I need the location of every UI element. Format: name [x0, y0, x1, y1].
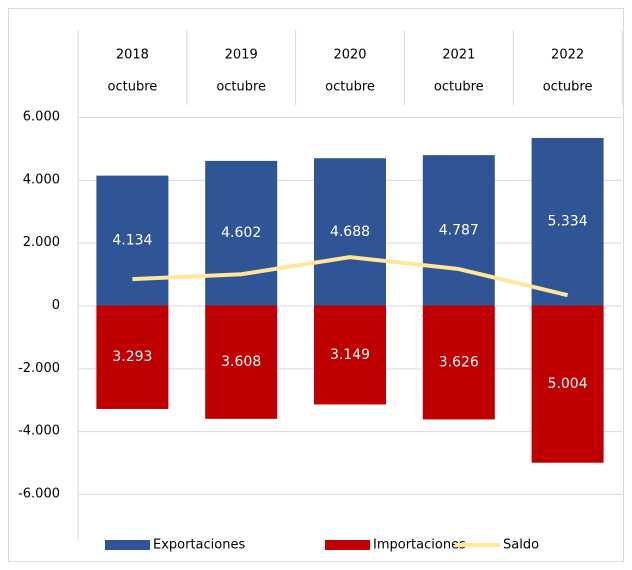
bar	[531, 137, 604, 306]
y-tick-label: -4.000	[18, 424, 60, 439]
y-tick-label: -6.000	[18, 487, 60, 502]
bar	[96, 175, 169, 306]
y-tick-label: 0	[52, 298, 60, 313]
legend-swatch	[105, 540, 150, 550]
bar	[205, 160, 278, 306]
value-label: 3.149	[330, 347, 370, 363]
x-tick-sublabel: octubre	[325, 80, 375, 95]
legend-label: Exportaciones	[153, 538, 245, 553]
x-tick-sublabel: octubre	[216, 80, 266, 95]
bar	[531, 305, 604, 463]
bar	[205, 305, 278, 419]
frame	[8, 8, 624, 562]
y-tick-label: 6.000	[23, 110, 60, 125]
value-label: 4.787	[439, 222, 479, 238]
x-tick-label: 2020	[333, 48, 366, 63]
value-label: 4.688	[330, 224, 370, 240]
value-label: 4.602	[221, 225, 261, 241]
y-tick-label: 2.000	[23, 235, 60, 250]
bar	[422, 305, 495, 420]
value-label: 3.608	[221, 354, 261, 370]
x-tick-sublabel: octubre	[108, 80, 158, 95]
x-tick-label: 2022	[551, 48, 584, 63]
x-tick-label: 2021	[442, 48, 475, 63]
line	[132, 255, 569, 298]
value-label: 4.134	[112, 233, 152, 249]
x-tick-label: 2019	[225, 48, 258, 63]
value-label: 3.293	[112, 349, 152, 365]
x-tick-label: 2018	[116, 48, 149, 63]
x-tick-sublabel: octubre	[543, 80, 593, 95]
legend-swatch	[325, 540, 370, 550]
legend-label: Importaciones	[373, 538, 466, 553]
bar	[422, 155, 495, 306]
y-tick-label: -2.000	[18, 361, 60, 376]
bar	[314, 158, 386, 306]
legend-label: Saldo	[503, 538, 539, 553]
x-tick-sublabel: octubre	[434, 80, 484, 95]
y-tick-label: 4.000	[23, 172, 60, 187]
value-label: 5.334	[548, 214, 588, 230]
bar	[314, 305, 386, 405]
bar	[96, 305, 169, 409]
value-label: 3.626	[439, 354, 479, 370]
value-label: 5.004	[548, 376, 588, 392]
